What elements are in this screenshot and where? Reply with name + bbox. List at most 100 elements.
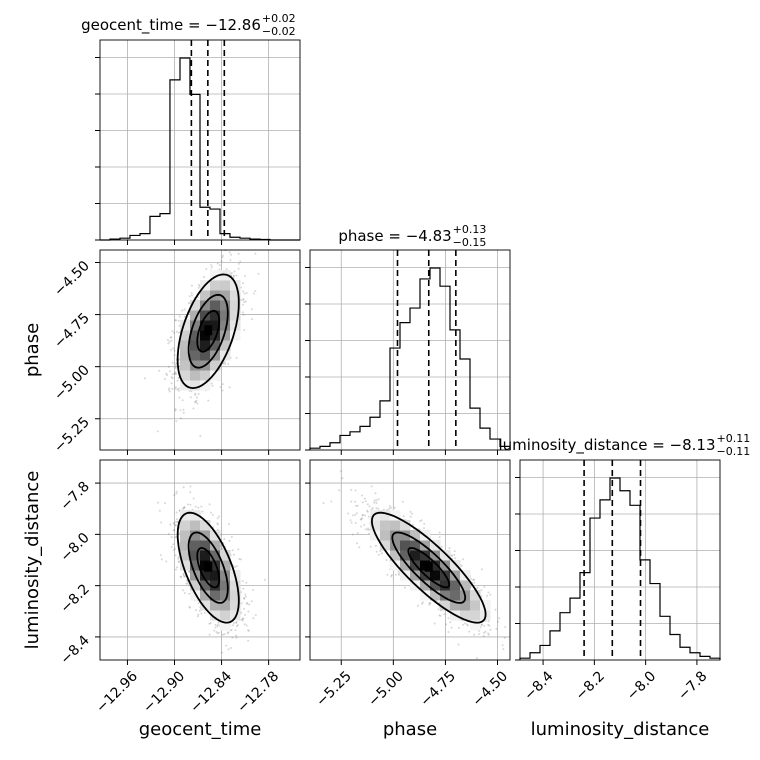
- scatter-point: [173, 331, 176, 334]
- density-cell: [380, 520, 391, 531]
- density-cell: [190, 340, 201, 351]
- scatter-point: [171, 373, 174, 376]
- scatter-point: [423, 522, 426, 525]
- scatter-point: [183, 308, 186, 311]
- scatter-point: [158, 369, 161, 372]
- density-cell: [210, 330, 221, 341]
- density-cell: [220, 550, 231, 561]
- density-cell: [200, 290, 211, 301]
- density-cell: [180, 360, 191, 371]
- scatter-point: [361, 514, 364, 517]
- scatter-point: [375, 502, 378, 504]
- scatter-point: [448, 547, 451, 550]
- scatter-point: [189, 503, 192, 506]
- x-axis-label: phase: [383, 719, 437, 740]
- y-tick-label: −8.2: [57, 581, 92, 616]
- density-cell: [210, 310, 221, 321]
- scatter-point: [419, 520, 422, 522]
- scatter-point: [487, 591, 490, 594]
- density-cell: [390, 560, 401, 571]
- y-tick-label: −8.0: [57, 530, 92, 565]
- scatter-point: [185, 579, 188, 582]
- contour-line: [407, 547, 451, 589]
- density-cell: [450, 580, 461, 591]
- scatter-point: [390, 506, 393, 509]
- title-upper-error: +0.11: [717, 432, 751, 445]
- scatter-point: [182, 572, 185, 575]
- y-axis-label: phase: [22, 323, 43, 377]
- scatter-point: [417, 604, 420, 607]
- scatter-point: [225, 644, 228, 647]
- scatter-point: [177, 557, 180, 560]
- x-tick-label: −8.4: [521, 668, 556, 703]
- scatter-point: [174, 536, 177, 539]
- scatter-point: [386, 573, 389, 576]
- scatter-point: [480, 623, 483, 626]
- x-axis-label: luminosity_distance: [531, 719, 710, 740]
- scatter-point: [428, 602, 431, 605]
- scatter-point: [176, 566, 179, 569]
- scatter-point: [247, 610, 250, 613]
- scatter-point: [203, 611, 206, 614]
- panel-luminosity_distance-luminosity_distance: [515, 459, 721, 665]
- scatter-point: [244, 595, 247, 598]
- density-cell: [390, 520, 401, 531]
- scatter-point: [440, 545, 443, 548]
- density-cell: [470, 610, 481, 621]
- density-cell: [450, 600, 461, 611]
- scatter-point: [237, 548, 240, 551]
- scatter-point: [398, 572, 400, 575]
- scatter-point: [462, 558, 465, 561]
- scatter-point: [438, 531, 441, 534]
- scatter-point: [218, 631, 220, 634]
- density-cell: [200, 550, 211, 561]
- density-cell: [220, 340, 231, 351]
- scatter-point: [236, 624, 239, 627]
- scatter-point: [188, 606, 191, 609]
- scatter-point: [223, 360, 226, 363]
- density-cell: [410, 530, 421, 541]
- scatter-point: [253, 292, 255, 295]
- scatter-point: [205, 268, 208, 270]
- scatter-point: [363, 523, 366, 526]
- scatter-point: [495, 627, 498, 630]
- scatter-point: [174, 524, 177, 527]
- panel-phase-luminosity_distance: [305, 459, 511, 665]
- scatter-point: [245, 292, 248, 294]
- scatter-point: [235, 622, 238, 624]
- scatter-point: [457, 626, 460, 629]
- scatter-point: [356, 532, 359, 535]
- scatter-point: [363, 497, 366, 500]
- density-cell: [390, 550, 401, 561]
- scatter-point: [216, 517, 219, 520]
- scatter-point: [179, 409, 182, 412]
- scatter-point: [248, 603, 251, 606]
- density-cell: [190, 590, 201, 601]
- scatter-point: [214, 626, 217, 629]
- density-cell: [200, 380, 211, 391]
- density-cell: [210, 340, 221, 351]
- scatter-point: [330, 500, 333, 503]
- scatter-point: [252, 617, 255, 620]
- scatter-point: [180, 576, 183, 579]
- density-cell: [220, 610, 231, 621]
- scatter-point: [245, 601, 248, 604]
- scatter-point: [176, 379, 179, 382]
- scatter-point: [160, 558, 163, 561]
- title-lower-error: −0.02: [262, 25, 296, 38]
- scatter-point: [175, 568, 177, 571]
- scatter-point: [217, 623, 219, 626]
- density-cell: [390, 540, 401, 551]
- y-tick-label: −7.8: [57, 479, 92, 514]
- scatter-point: [489, 628, 492, 631]
- scatter-point: [231, 636, 234, 639]
- scatter-point: [198, 284, 200, 286]
- scatter-point: [156, 501, 159, 504]
- scatter-point: [364, 528, 367, 531]
- scatter-point: [189, 485, 192, 488]
- density-grid: [180, 510, 241, 631]
- density-cell: [230, 290, 241, 301]
- scatter-point: [236, 625, 238, 628]
- panel-geocent_time-geocent_time: [95, 39, 301, 245]
- scatter-point: [237, 252, 240, 255]
